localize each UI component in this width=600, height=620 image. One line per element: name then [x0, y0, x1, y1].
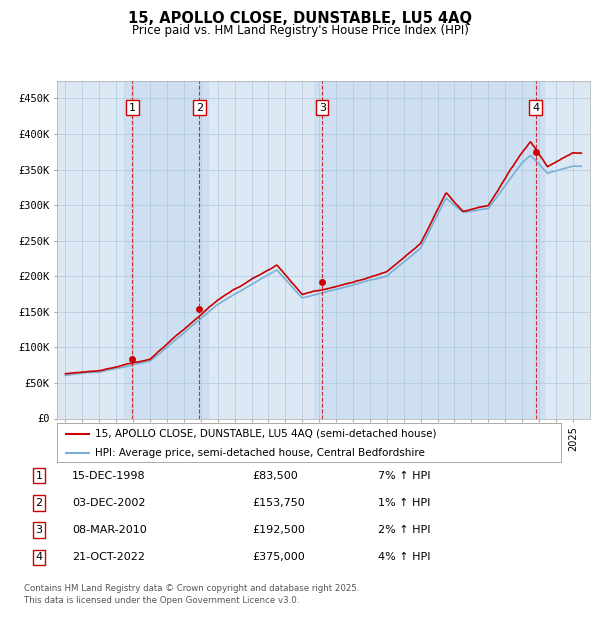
Text: £375,000: £375,000: [252, 552, 305, 562]
Text: 1: 1: [35, 471, 43, 480]
Text: 15-DEC-1998: 15-DEC-1998: [72, 471, 146, 480]
Text: 08-MAR-2010: 08-MAR-2010: [72, 525, 147, 535]
Text: 4: 4: [35, 552, 43, 562]
Text: £83,500: £83,500: [252, 471, 298, 480]
Text: 2: 2: [35, 498, 43, 508]
Text: £192,500: £192,500: [252, 525, 305, 535]
Text: 7% ↑ HPI: 7% ↑ HPI: [378, 471, 431, 480]
Bar: [124, 81, 208, 419]
Text: 3: 3: [319, 103, 326, 113]
Text: 4% ↑ HPI: 4% ↑ HPI: [378, 552, 431, 562]
Text: 03-DEC-2002: 03-DEC-2002: [72, 498, 146, 508]
Bar: [314, 81, 544, 419]
Text: Price paid vs. HM Land Registry's House Price Index (HPI): Price paid vs. HM Land Registry's House …: [131, 24, 469, 37]
Text: 3: 3: [35, 525, 43, 535]
Text: 15, APOLLO CLOSE, DUNSTABLE, LU5 4AQ: 15, APOLLO CLOSE, DUNSTABLE, LU5 4AQ: [128, 11, 472, 26]
Text: 2: 2: [196, 103, 203, 113]
Text: 21-OCT-2022: 21-OCT-2022: [72, 552, 145, 562]
Text: 15, APOLLO CLOSE, DUNSTABLE, LU5 4AQ (semi-detached house): 15, APOLLO CLOSE, DUNSTABLE, LU5 4AQ (se…: [95, 429, 436, 439]
Text: 4: 4: [532, 103, 539, 113]
Text: £153,750: £153,750: [252, 498, 305, 508]
Text: Contains HM Land Registry data © Crown copyright and database right 2025.
This d: Contains HM Land Registry data © Crown c…: [24, 584, 359, 605]
Text: 1: 1: [129, 103, 136, 113]
Text: 2% ↑ HPI: 2% ↑ HPI: [378, 525, 431, 535]
Text: HPI: Average price, semi-detached house, Central Bedfordshire: HPI: Average price, semi-detached house,…: [95, 448, 425, 458]
Text: 1% ↑ HPI: 1% ↑ HPI: [378, 498, 430, 508]
